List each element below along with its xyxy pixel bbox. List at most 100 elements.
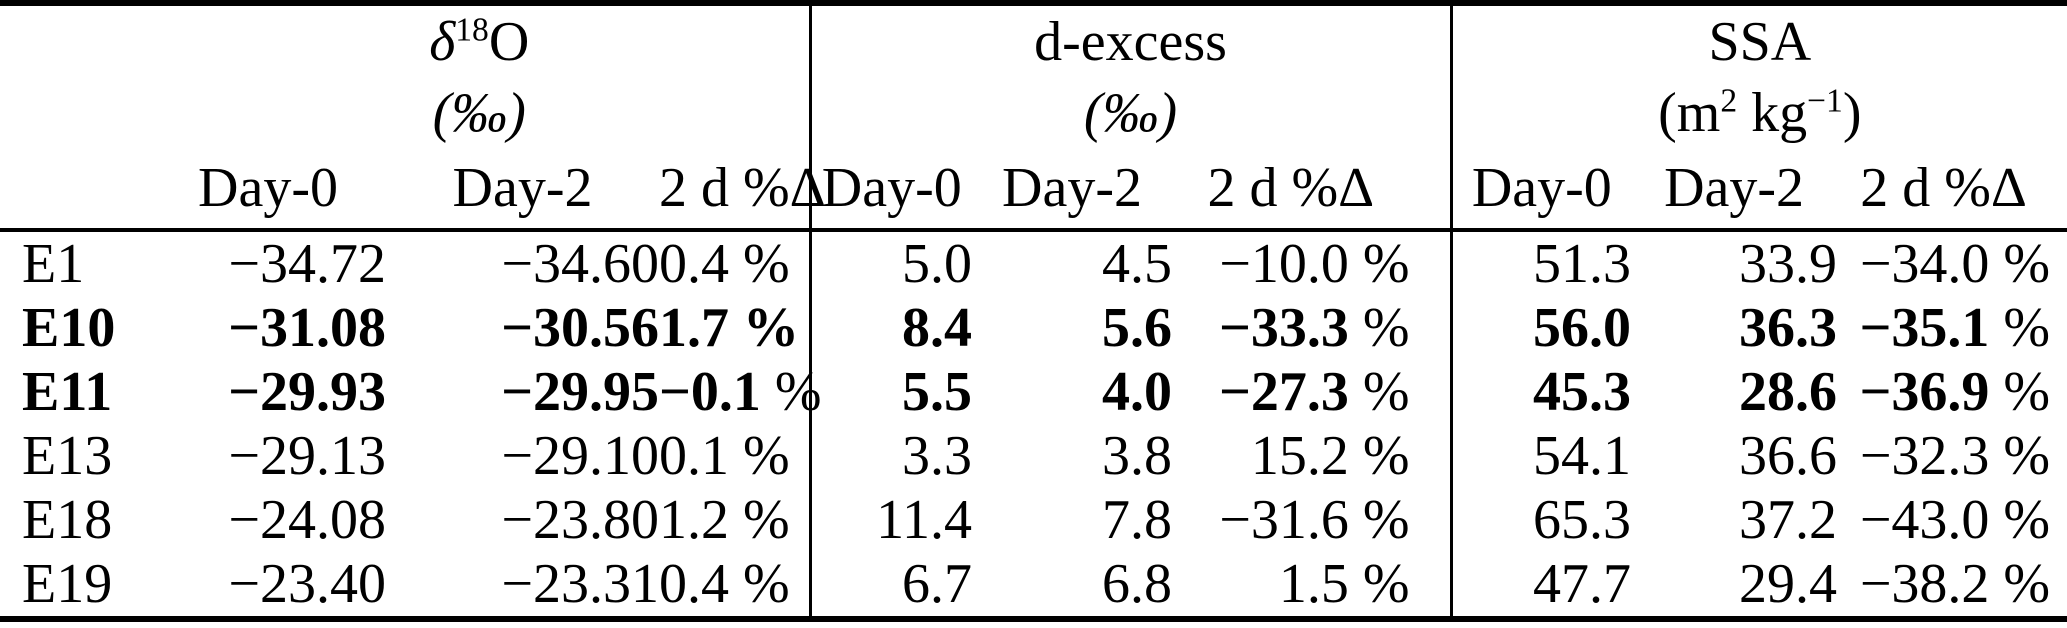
value-number: −34.0 (1859, 233, 2004, 295)
value-cell: 8.4 (808, 296, 973, 360)
header-cols-row: Day-0 Day-2 2 d %Δ Day-0 Day-2 2 d %Δ Day-0 Day… (0, 148, 2067, 232)
value-number: 0.4 (659, 553, 743, 615)
value-number: 0.4 (659, 233, 743, 295)
value-number: 0.1 (659, 425, 743, 487)
value-cell: 0.4 % (659, 230, 810, 296)
value-number: 1.2 (659, 489, 743, 551)
value-cell: 4.5 (1102, 233, 1173, 295)
value-cell: −32.3 % (1837, 424, 2067, 488)
value-number: −31.6 (1219, 489, 1363, 551)
value-cell: −29.10 (501, 425, 659, 487)
group-unit-delta-18-O: (‰) (150, 78, 810, 148)
value-number: −43.0 (1859, 489, 2004, 551)
superscript: −1 (1807, 82, 1843, 120)
text-part: kg (1737, 82, 1808, 144)
value-cell: −34.72 (228, 233, 386, 295)
superscript: 2 (1720, 82, 1738, 120)
col-header-delta-18-O-2: 2 d %Δ (659, 148, 826, 232)
text-part: δ (429, 11, 456, 73)
value-cell: 47.7 (1449, 552, 1632, 619)
percent-sign: % (1362, 361, 1410, 423)
row-label: E19 (22, 553, 113, 615)
group-unit-d-excess: (‰) (808, 78, 1452, 148)
group-unit-ssa: (m2 kg−1) (1449, 78, 2067, 148)
value-cell: −34.60 (501, 233, 659, 295)
percent-sign: % (743, 425, 790, 487)
value-cell: 1.2 % (659, 488, 810, 552)
value-cell: −29.13 (228, 425, 386, 487)
corner-cell (0, 148, 150, 232)
value-cell: 11.4 (808, 488, 973, 552)
row-label: E13 (22, 425, 113, 487)
table-header: δ18O d-excess SSA (‰) (‰) (m2 kg−1) Day-0 Day-2… (0, 3, 2067, 232)
value-number: −35.1 (1859, 297, 2004, 359)
col-header-ssa-0: Day-0 (1449, 148, 1632, 232)
value-cell: 0.1 % (659, 424, 810, 488)
value-cell: 65.3 (1449, 488, 1632, 552)
col-header-d-excess-2: 2 d %Δ (1172, 148, 1452, 232)
value-number: −27.3 (1218, 361, 1363, 423)
value-number: −33.3 (1218, 297, 1363, 359)
table-row: E18 −24.08 −23.80 1.2 % 11.4 7.8 −31.6 % 65.3 37… (0, 488, 2067, 552)
value-cell: 1.5 % (1172, 552, 1451, 619)
header-unit-row: (‰) (‰) (m2 kg−1) (0, 78, 2067, 148)
value-cell: 5.6 (1102, 297, 1173, 359)
value-cell: 5.0 (808, 230, 973, 296)
value-cell: 6.8 (1102, 553, 1173, 615)
value-cell: −38.2 % (1837, 552, 2067, 619)
value-cell: 0.4 % (659, 552, 810, 619)
value-cell: −27.3 % (1172, 360, 1451, 424)
percent-sign: % (2003, 489, 2051, 551)
col-header-delta-18-O-1: Day-2 (386, 148, 659, 232)
row-label: E1 (22, 233, 85, 295)
value-cell: 36.6 (1739, 425, 1838, 487)
col-header-d-excess-0: Day-0 (808, 148, 973, 232)
value-cell: −31.6 % (1172, 488, 1451, 552)
value-cell: 29.4 (1739, 553, 1838, 615)
percent-sign: % (1362, 489, 1410, 551)
col-header-ssa-2: 2 d %Δ (1837, 148, 2067, 232)
value-number: −0.1 (659, 361, 775, 423)
text-part: ) (1842, 82, 1862, 144)
value-cell: 5.5 (808, 360, 973, 424)
row-label: E18 (22, 489, 113, 551)
text-part: (m (1658, 82, 1721, 144)
percent-sign: % (1362, 297, 1410, 359)
table-row: E1 −34.72 −34.60 0.4 % 5.0 4.5 −10.0 % 51.3 33.9… (0, 230, 2067, 296)
value-cell: −36.9 % (1837, 360, 2067, 424)
value-cell: 7.8 (1102, 489, 1173, 551)
value-cell: −0.1 % (659, 360, 822, 424)
text-part: SSA (1708, 11, 1812, 73)
value-cell: 54.1 (1449, 424, 1632, 488)
value-cell: 6.7 (808, 552, 973, 619)
corner-cell (0, 3, 150, 78)
value-cell: 45.3 (1449, 360, 1632, 424)
percent-sign: % (2003, 361, 2051, 423)
text-part: d-excess (1034, 11, 1227, 73)
group-title-d-excess: d-excess (808, 3, 1452, 78)
value-cell: −23.80 (501, 489, 659, 551)
row-label: E10 (22, 297, 116, 359)
value-cell: 3.8 (1102, 425, 1173, 487)
text-part: (‰) (1083, 82, 1178, 144)
col-header-ssa-1: Day-2 (1631, 148, 1838, 232)
value-number: −10.0 (1219, 233, 1363, 295)
percent-sign: % (743, 489, 790, 551)
percent-sign: % (2003, 297, 2051, 359)
row-label: E11 (22, 361, 113, 423)
value-cell: −34.0 % (1837, 230, 2067, 296)
value-cell: 36.3 (1739, 297, 1838, 359)
value-cell: 56.0 (1449, 296, 1632, 360)
value-cell: −24.08 (228, 489, 386, 551)
value-number: −36.9 (1859, 361, 2004, 423)
value-number: −32.3 (1859, 425, 2004, 487)
value-cell: 37.2 (1739, 489, 1838, 551)
percent-sign: % (2003, 233, 2051, 295)
group-title-delta-18-O: δ18O (150, 3, 810, 78)
table-row: E13 −29.13 −29.10 0.1 % 3.3 3.8 15.2 % 54.1 36.6… (0, 424, 2067, 488)
text-part: (‰) (432, 82, 526, 144)
value-cell: 4.0 (1102, 361, 1173, 423)
superscript: 18 (455, 11, 489, 49)
value-cell: 1.7 % (659, 296, 810, 360)
